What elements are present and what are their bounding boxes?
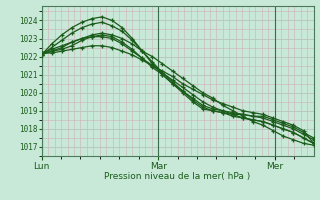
X-axis label: Pression niveau de la mer( hPa ): Pression niveau de la mer( hPa )	[104, 172, 251, 181]
